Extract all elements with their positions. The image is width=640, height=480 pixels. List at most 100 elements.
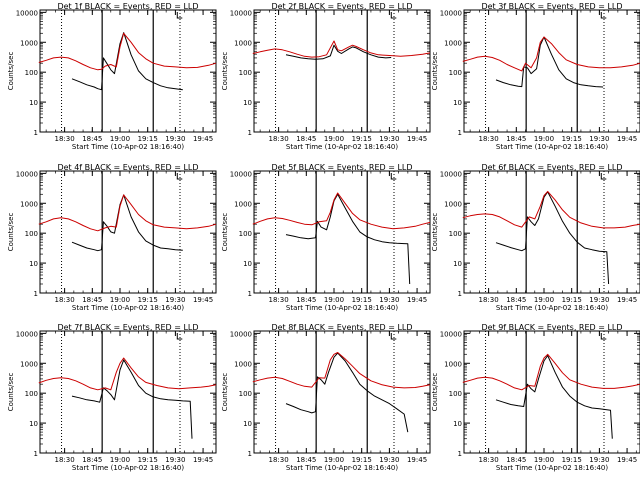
- events-series-line: [495, 355, 613, 439]
- y-axis-title: Counts/sec: [431, 52, 439, 91]
- detector-panel-6: Det 6f BLACK = Events, RED = LLD 1 10 100 10…: [431, 163, 640, 312]
- x-tick-label: 19:45: [617, 135, 637, 143]
- x-tick-label: 19:00: [110, 456, 130, 464]
- y-tick-label: 1: [248, 290, 252, 298]
- x-tick-label: 19:00: [534, 135, 554, 143]
- detector-panel-2: Det 2f BLACK = Events, RED = LLD 1 10 100 10…: [221, 2, 431, 151]
- y-axis-title: Counts/sec: [431, 213, 439, 252]
- x-tick-label: 19:00: [324, 135, 344, 143]
- x-tick-label: 19:30: [589, 296, 609, 304]
- x-tick-label: 19:00: [324, 296, 344, 304]
- plot-frame: [39, 170, 217, 294]
- x-tick-label: 19:00: [110, 135, 130, 143]
- plot-frame: [39, 330, 217, 454]
- x-tick-label: 19:30: [589, 456, 609, 464]
- x-tick-label: 19:45: [407, 135, 427, 143]
- x-tick-label: 19:45: [193, 135, 213, 143]
- x-tick-label: 18:30: [269, 135, 289, 143]
- y-tick-label: 1000: [234, 39, 252, 47]
- x-tick-label: 18:45: [296, 296, 316, 304]
- x-tick-label: 18:30: [479, 296, 499, 304]
- x-tick-label: 19:30: [589, 135, 609, 143]
- x-tick-label: 19:30: [379, 296, 399, 304]
- events-series-line: [495, 191, 610, 285]
- x-axis-title: Start Time (10-Apr-02 18:16:40): [72, 143, 184, 151]
- x-tick-label: 19:30: [165, 135, 185, 143]
- x-tick-label: 19:15: [352, 456, 372, 464]
- lld-series-line: [462, 353, 640, 391]
- panel-title: Det 9f BLACK = Events, RED = LLD: [481, 323, 622, 332]
- y-tick-label: 1: [34, 129, 38, 137]
- x-tick-label: 18:30: [269, 456, 289, 464]
- y-axis-title: Counts/sec: [221, 373, 229, 412]
- events-series-line: [285, 44, 392, 60]
- x-tick-label: 19:30: [165, 456, 185, 464]
- y-tick-label: 1000: [20, 360, 38, 368]
- y-tick-label: 10: [453, 260, 462, 268]
- lld-series-line: [462, 36, 640, 72]
- y-tick-label: 10: [29, 420, 38, 428]
- y-axis-title: Counts/sec: [431, 373, 439, 412]
- plot-frame: [463, 9, 640, 133]
- y-tick-label: 1: [34, 290, 38, 298]
- y-tick-label: 1000: [20, 200, 38, 208]
- x-tick-label: 18:45: [82, 296, 102, 304]
- x-axis-title: Start Time (10-Apr-02 18:16:40): [286, 464, 398, 472]
- events-series-line: [285, 193, 411, 285]
- lld-series-line: [38, 32, 217, 71]
- x-axis-title: Start Time (10-Apr-02 18:16:40): [72, 464, 184, 472]
- events-series-line: [71, 359, 193, 439]
- y-tick-label: 10: [243, 99, 252, 107]
- legend-marker: [176, 333, 183, 340]
- legend-marker: [176, 173, 183, 180]
- lld-series-line: [38, 357, 217, 391]
- x-axis-title: Start Time (10-Apr-02 18:16:40): [496, 304, 608, 312]
- y-tick-label: 1000: [444, 39, 462, 47]
- y-tick-label: 10000: [230, 9, 252, 17]
- y-tick-label: 100: [449, 390, 462, 398]
- panel-title: Det 8f BLACK = Events, RED = LLD: [271, 323, 412, 332]
- y-tick-label: 10: [453, 99, 462, 107]
- x-tick-label: 19:15: [138, 135, 158, 143]
- x-tick-label: 19:45: [193, 456, 213, 464]
- x-tick-label: 19:15: [138, 296, 158, 304]
- y-axis-title: Counts/sec: [221, 213, 229, 252]
- plot-frame: [253, 170, 431, 294]
- y-axis-title: Counts/sec: [7, 373, 15, 412]
- y-tick-label: 100: [25, 230, 38, 238]
- legend-marker: [390, 173, 397, 180]
- x-tick-label: 19:15: [562, 135, 582, 143]
- y-tick-label: 10000: [16, 170, 38, 178]
- plot-frame: [463, 170, 640, 294]
- x-tick-label: 18:30: [269, 296, 289, 304]
- x-tick-label: 18:30: [55, 296, 75, 304]
- y-axis-title: Counts/sec: [7, 52, 15, 91]
- y-tick-label: 10: [29, 260, 38, 268]
- events-series-line: [285, 352, 409, 433]
- legend-marker: [600, 173, 607, 180]
- panel-title: Det 2f BLACK = Events, RED = LLD: [271, 2, 412, 11]
- plot-frame: [253, 9, 431, 133]
- x-tick-label: 19:00: [110, 296, 130, 304]
- events-series-line: [71, 194, 183, 252]
- y-tick-label: 10000: [440, 170, 462, 178]
- y-tick-label: 1000: [444, 200, 462, 208]
- x-axis-title: Start Time (10-Apr-02 18:16:40): [72, 304, 184, 312]
- x-tick-label: 19:00: [534, 456, 554, 464]
- y-tick-label: 10000: [16, 330, 38, 338]
- x-tick-label: 19:15: [562, 456, 582, 464]
- legend-marker: [600, 12, 607, 19]
- y-tick-label: 1: [248, 129, 252, 137]
- x-tick-label: 19:45: [193, 296, 213, 304]
- x-tick-label: 19:15: [352, 135, 372, 143]
- y-tick-label: 10: [243, 420, 252, 428]
- events-series-line: [495, 36, 604, 88]
- x-tick-label: 19:45: [617, 296, 637, 304]
- x-tick-label: 19:45: [407, 456, 427, 464]
- y-tick-label: 10: [453, 420, 462, 428]
- y-axis-title: Counts/sec: [7, 213, 15, 252]
- x-tick-label: 19:15: [352, 296, 372, 304]
- y-tick-label: 10000: [230, 170, 252, 178]
- y-tick-label: 100: [239, 230, 252, 238]
